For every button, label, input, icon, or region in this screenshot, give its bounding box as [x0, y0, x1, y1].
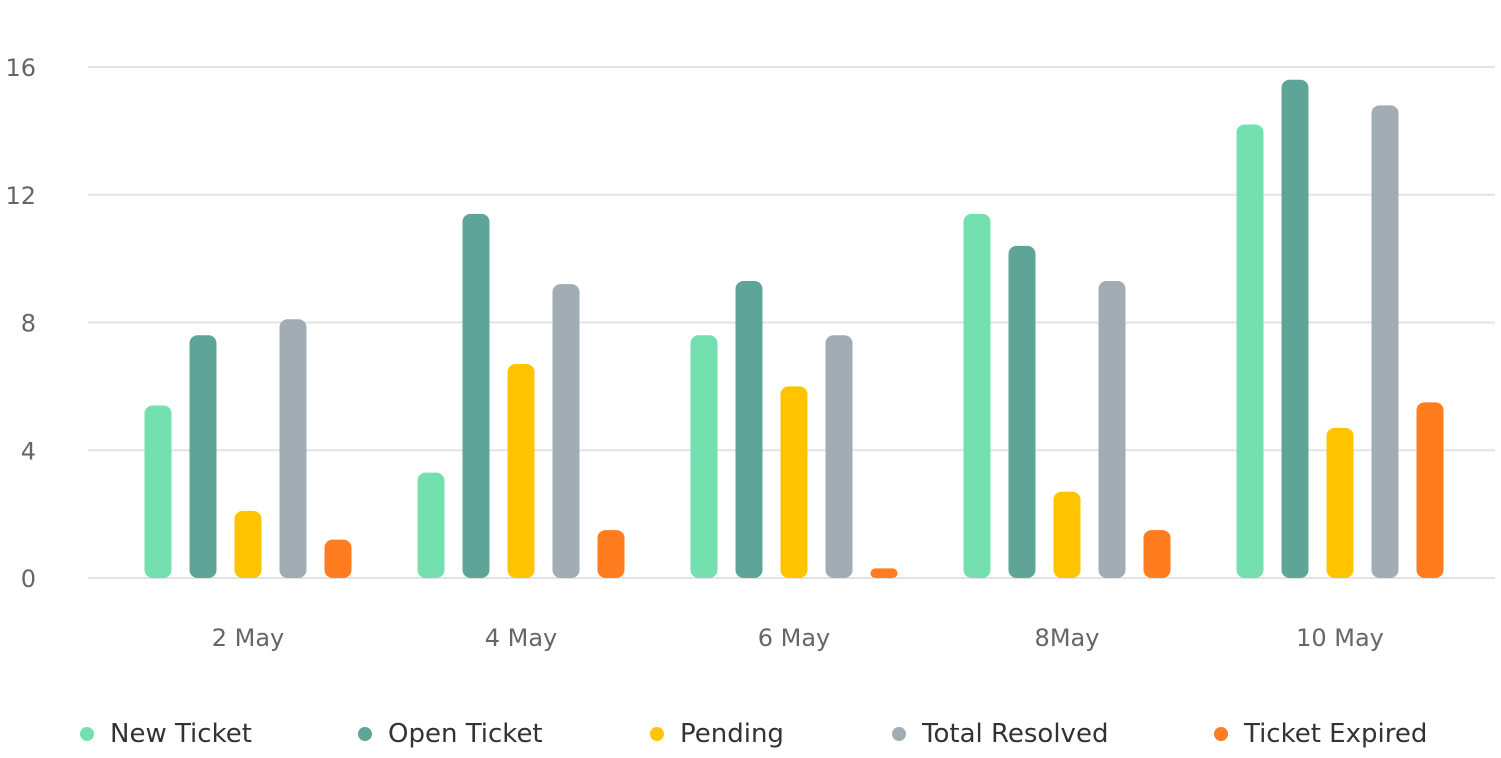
y-tick-label: 16: [5, 54, 36, 82]
y-tick-label: 4: [21, 437, 36, 465]
bar-open-ticket: [462, 213, 490, 578]
bar-new-ticket: [963, 213, 991, 578]
legend-item: Total Resolved: [892, 712, 1108, 756]
bar-ticket-expired: [324, 539, 352, 578]
x-tick-label: 2 May: [212, 624, 285, 652]
x-tick-label: 10 May: [1296, 624, 1384, 652]
legend-label: New Ticket: [110, 719, 252, 749]
legend-marker: [892, 727, 906, 741]
legend: New Ticket Open Ticket Pending Total Resolv…: [0, 712, 1501, 756]
legend-marker: [80, 727, 94, 741]
bar-ticket-expired: [597, 530, 625, 578]
bar-new-ticket: [690, 335, 718, 578]
x-tick-label: 6 May: [758, 624, 831, 652]
legend-marker: [358, 727, 372, 741]
bar-ticket-expired: [1143, 530, 1171, 578]
legend-item: Pending: [650, 712, 784, 756]
bar-new-ticket: [144, 405, 172, 578]
legend-label: Open Ticket: [388, 719, 543, 749]
bar-open-ticket: [735, 280, 763, 578]
bar-new-ticket: [417, 472, 445, 578]
x-tick-label: 4 May: [485, 624, 558, 652]
bar-pending: [780, 386, 808, 578]
legend-item: Open Ticket: [358, 712, 543, 756]
bar-total-resolved: [1371, 105, 1399, 578]
y-tick-label: 0: [21, 565, 36, 593]
legend-marker: [650, 727, 664, 741]
bar-total-resolved: [1098, 280, 1126, 578]
bar-pending: [234, 510, 262, 578]
bar-pending: [1053, 491, 1081, 578]
y-tick-label: 8: [21, 310, 36, 338]
legend-label: Ticket Expired: [1244, 719, 1428, 749]
legend-label: Pending: [680, 719, 784, 749]
legend-item: Ticket Expired: [1214, 712, 1427, 756]
bar-total-resolved: [279, 319, 307, 578]
x-axis-labels: 2 May 4 May 6 May 8May 10 May: [212, 624, 1384, 652]
legend-marker: [1214, 727, 1228, 741]
bar-pending: [507, 364, 535, 578]
bar-new-ticket: [1236, 124, 1264, 579]
bar-pending: [1326, 427, 1354, 578]
bars: [144, 79, 1444, 579]
bar-open-ticket: [1281, 79, 1309, 579]
legend-label: Total Resolved: [922, 719, 1109, 749]
y-tick-label: 12: [5, 182, 36, 210]
bar-total-resolved: [552, 284, 580, 578]
legend-item: New Ticket: [80, 712, 252, 756]
bar-total-resolved: [825, 335, 853, 578]
bar-open-ticket: [1008, 245, 1036, 578]
x-tick-label: 8May: [1035, 624, 1100, 652]
bar-ticket-expired: [870, 568, 898, 578]
bar-chart: 0 4 8 12 16 2 May 4 May 6 May 8May 10 May: [5, 54, 1495, 652]
bar-ticket-expired: [1416, 402, 1444, 578]
bar-open-ticket: [189, 335, 217, 578]
y-axis-ticks: 0 4 8 12 16: [5, 54, 36, 593]
